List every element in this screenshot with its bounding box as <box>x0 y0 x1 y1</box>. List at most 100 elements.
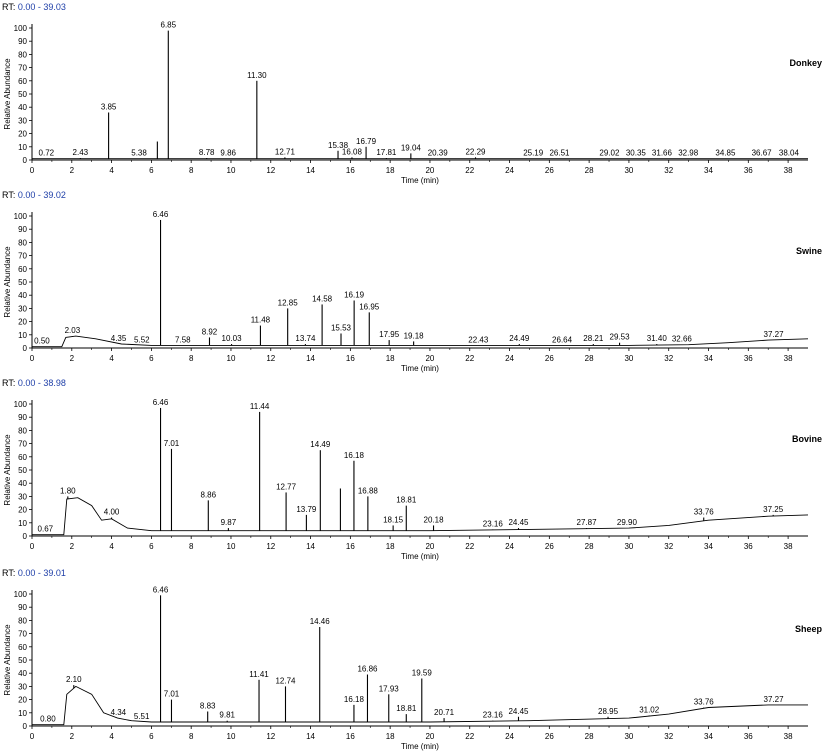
x-tick-label: 38 <box>784 542 793 551</box>
peak-label: 37.27 <box>764 330 785 339</box>
y-tick-label: 0 <box>23 344 28 353</box>
x-tick-label: 14 <box>306 354 315 363</box>
x-tick-label: 18 <box>386 166 395 175</box>
peak-label: 12.77 <box>276 482 297 491</box>
x-tick-label: 22 <box>465 354 474 363</box>
x-tick-label: 20 <box>425 354 434 363</box>
peak-label: 5.51 <box>134 712 150 721</box>
y-tick-label: 30 <box>18 492 27 501</box>
peak-label: 16.95 <box>359 302 380 311</box>
peak-label: 10.03 <box>222 334 243 343</box>
peak-label: 18.81 <box>396 496 417 505</box>
y-tick-label: 50 <box>18 466 27 475</box>
y-tick-label: 100 <box>14 24 28 33</box>
x-tick-label: 36 <box>744 354 753 363</box>
x-tick-label: 4 <box>109 542 114 551</box>
y-tick-label: 30 <box>18 304 27 313</box>
peak-label: 11.44 <box>250 402 270 411</box>
rt-range-header: RT: 0.00 - 39.03 <box>2 2 66 12</box>
y-tick-label: 20 <box>18 506 27 515</box>
peak-label: 18.15 <box>383 515 404 524</box>
peak-label: 20.39 <box>428 149 449 158</box>
x-tick-label: 30 <box>624 542 633 551</box>
x-tick-label: 32 <box>664 354 673 363</box>
x-tick-label: 0 <box>30 166 35 175</box>
rt-prefix: RT: <box>2 190 18 200</box>
x-axis-label: Time (min) <box>401 742 439 751</box>
x-tick-label: 26 <box>545 542 554 551</box>
x-tick-label: 28 <box>585 354 594 363</box>
peak-label: 8.78 <box>199 148 215 157</box>
peak-label: 18.81 <box>396 704 417 713</box>
x-tick-label: 12 <box>266 354 275 363</box>
peak-label: 2.10 <box>66 675 82 684</box>
chromatogram-panel-sheep: RT: 0.00 - 39.01 0 10 20 30 40 50 60 70 80 90 100 0 2… <box>2 568 822 751</box>
peak-label: 7.58 <box>175 335 191 344</box>
y-tick-label: 0 <box>23 156 28 165</box>
y-tick-label: 40 <box>18 669 27 678</box>
y-tick-label: 80 <box>18 50 27 59</box>
x-tick-label: 10 <box>227 354 236 363</box>
peak-label: 25.19 <box>523 149 544 158</box>
x-tick-label: 0 <box>30 542 35 551</box>
x-tick-label: 34 <box>704 542 713 551</box>
y-tick-label: 90 <box>18 603 27 612</box>
x-tick-label: 22 <box>465 542 474 551</box>
peak-label: 23.16 <box>483 711 504 720</box>
x-tick-label: 8 <box>189 542 194 551</box>
peak-label: 12.74 <box>275 676 296 685</box>
peak-label: 27.87 <box>577 518 598 527</box>
x-tick-label: 16 <box>346 354 355 363</box>
y-tick-label: 40 <box>18 291 27 300</box>
peak-label: 16.18 <box>344 451 365 460</box>
y-tick-label: 30 <box>18 116 27 125</box>
x-tick-label: 2 <box>70 542 75 551</box>
peak-label: 16.08 <box>342 147 363 156</box>
x-tick-label: 8 <box>189 166 194 175</box>
peak-label: 12.71 <box>275 147 296 156</box>
y-tick-label: 100 <box>14 212 28 221</box>
peak-label: 26.51 <box>549 149 570 158</box>
y-tick-label: 60 <box>18 643 27 652</box>
y-tick-label: 0 <box>23 532 28 541</box>
chromatogram-panel-bovine: RT: 0.00 - 38.98 0 10 20 30 40 50 60 70 80 90 100 0 2… <box>2 378 822 561</box>
peak-label: 36.67 <box>752 149 773 158</box>
peak-label: 24.45 <box>508 518 529 527</box>
peak-label: 8.92 <box>202 327 218 336</box>
x-tick-label: 26 <box>545 354 554 363</box>
x-tick-label: 2 <box>70 732 75 741</box>
peak-label: 11.48 <box>251 316 271 325</box>
x-tick-label: 14 <box>306 166 315 175</box>
rt-range-value: 0.00 - 39.02 <box>18 190 66 200</box>
peak-label: 19.18 <box>404 331 425 340</box>
peak-label: 29.90 <box>617 518 638 527</box>
peak-label: 16.88 <box>358 486 379 495</box>
x-tick-label: 10 <box>227 732 236 741</box>
x-tick-label: 4 <box>109 354 114 363</box>
y-tick-label: 30 <box>18 682 27 691</box>
peak-label: 7.01 <box>164 690 180 699</box>
peak-label: 24.45 <box>508 707 529 716</box>
peak-label: 19.59 <box>412 668 433 677</box>
y-axis-label: Relative Abundance <box>3 246 12 318</box>
peak-label: 12.85 <box>278 298 299 307</box>
x-tick-label: 34 <box>704 732 713 741</box>
peak-label: 20.18 <box>424 515 445 524</box>
peak-label: 32.66 <box>672 335 693 344</box>
x-tick-label: 38 <box>784 166 793 175</box>
peak-label: 2.43 <box>73 148 89 157</box>
y-tick-label: 80 <box>18 616 27 625</box>
x-tick-label: 24 <box>505 166 514 175</box>
peak-label: 3.85 <box>101 102 117 111</box>
y-tick-label: 20 <box>18 318 27 327</box>
peak-label: 8.83 <box>200 701 216 710</box>
y-axis-label: Relative Abundance <box>3 58 12 130</box>
y-tick-label: 80 <box>18 426 27 435</box>
baseline-trace <box>32 497 809 536</box>
x-tick-label: 0 <box>30 354 35 363</box>
peak-label: 16.18 <box>344 695 365 704</box>
peak-label: 28.95 <box>598 707 619 716</box>
y-tick-label: 100 <box>14 590 28 599</box>
x-tick-label: 30 <box>624 354 633 363</box>
x-tick-label: 10 <box>227 542 236 551</box>
